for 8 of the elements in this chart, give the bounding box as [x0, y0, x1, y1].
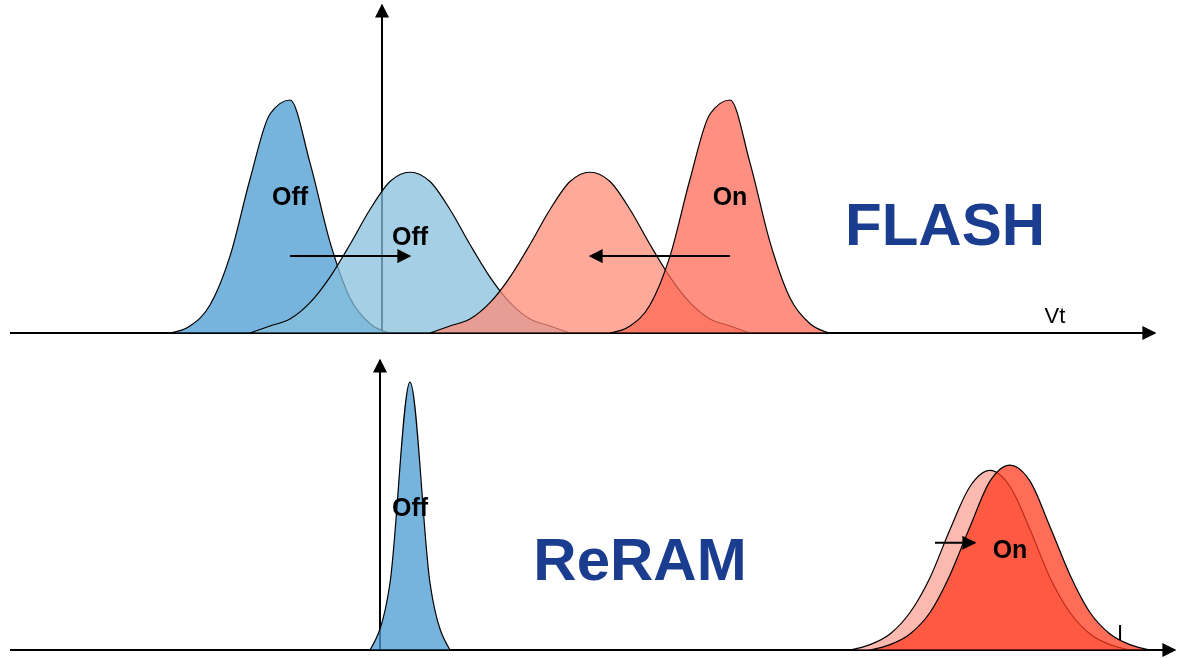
series-label: On	[712, 181, 748, 210]
legend-label: On	[992, 534, 1028, 563]
x-axis-title: I	[1116, 620, 1124, 645]
text: FLASH	[845, 191, 1045, 258]
series-label: Off	[391, 221, 429, 250]
x-axis-title: Vt	[1044, 303, 1066, 328]
text: ReRAM	[533, 526, 747, 593]
series-label: Off	[271, 181, 309, 210]
